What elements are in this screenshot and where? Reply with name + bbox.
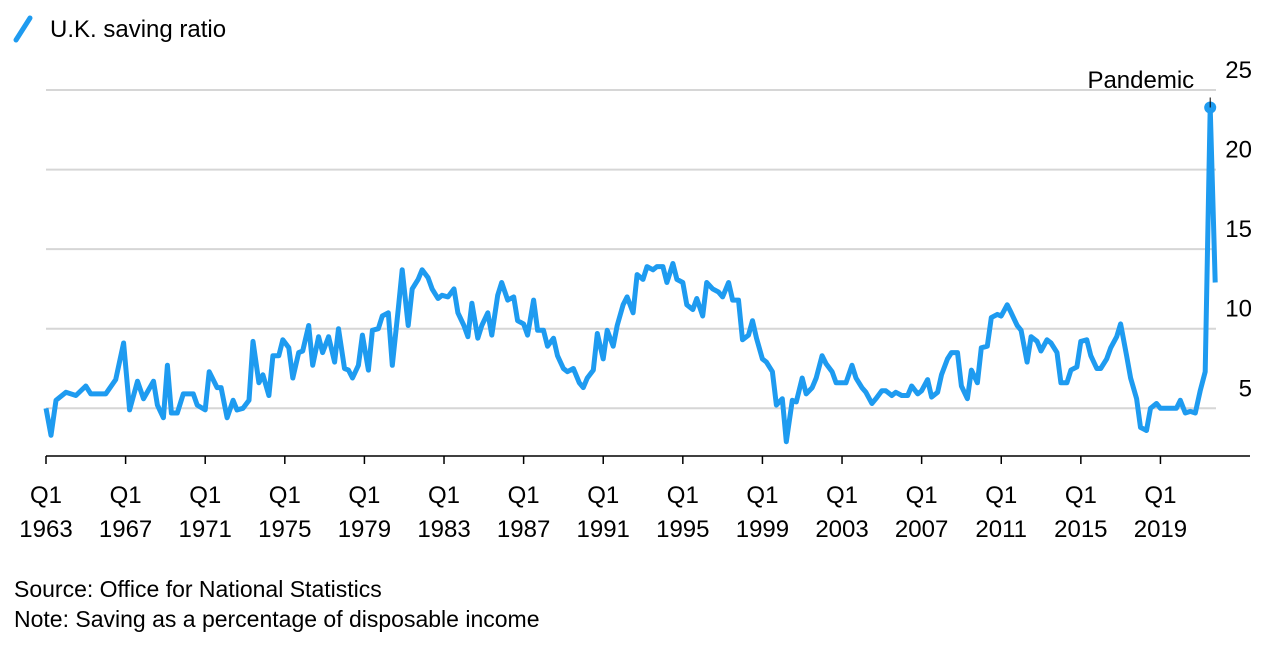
- x-tick-label: Q1 1967: [98, 482, 153, 543]
- annotation: Pandemic: [1087, 67, 1194, 94]
- x-tick-label: Q1 1975: [258, 482, 312, 543]
- x-tick-label: Q1 1991: [576, 482, 630, 543]
- y-tick-label: 5: [1239, 375, 1252, 402]
- x-tick-label: Q1 1983: [417, 482, 471, 543]
- x-tick-label: Q1 2007: [894, 482, 949, 543]
- y-tick-label: 10: [1225, 296, 1252, 323]
- x-tick-label: Q1 2015: [1054, 482, 1108, 543]
- y-tick-label: 25: [1225, 57, 1252, 84]
- legend-label: U.K. saving ratio: [50, 16, 226, 43]
- y-tick-label: 20: [1225, 137, 1252, 164]
- line: [43, 105, 1218, 445]
- y-tick-label: 15: [1225, 216, 1252, 243]
- legend-swatch: [13, 15, 33, 43]
- x-tick-label: Q1 2019: [1133, 482, 1188, 543]
- x-tick-label: Q1 1971: [178, 482, 232, 543]
- x-tick-label: Q1 1979: [337, 482, 392, 543]
- x-tick-label: Q1 1987: [496, 482, 551, 543]
- x-tick-label: Q1 1995: [656, 482, 710, 543]
- x-tick-label: Q1 2003: [815, 482, 869, 543]
- x-tick-label: Q1 1963: [19, 482, 73, 543]
- source: Source: Office for National Statistics: [14, 576, 382, 602]
- note: Note: Saving as a percentage of disposab…: [14, 606, 540, 632]
- x-tick-label: Q1 2011: [975, 482, 1028, 543]
- x-tick-label: Q1 1999: [735, 482, 790, 543]
